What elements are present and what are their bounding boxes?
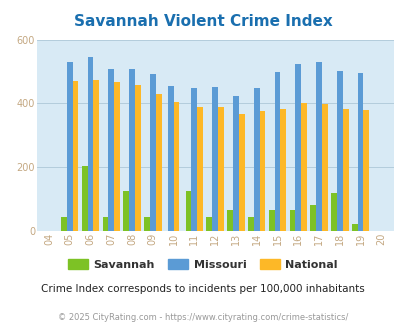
Bar [217, 107, 223, 231]
Bar [289, 210, 294, 231]
Bar [72, 82, 78, 231]
Bar [102, 216, 108, 231]
Bar [149, 74, 156, 231]
Text: © 2025 CityRating.com - https://www.cityrating.com/crime-statistics/: © 2025 CityRating.com - https://www.city… [58, 313, 347, 322]
Bar [247, 216, 253, 231]
Bar [362, 110, 369, 231]
Bar [212, 87, 217, 231]
Bar [227, 210, 232, 231]
Bar [342, 109, 347, 231]
Bar [93, 80, 99, 231]
Bar [336, 71, 342, 231]
Bar [259, 112, 265, 231]
Bar [61, 216, 67, 231]
Bar [253, 88, 259, 231]
Bar [238, 114, 244, 231]
Bar [185, 191, 191, 231]
Bar [309, 205, 315, 231]
Bar [274, 72, 280, 231]
Bar [144, 216, 149, 231]
Bar [357, 73, 362, 231]
Bar [330, 193, 336, 231]
Bar [123, 191, 129, 231]
Bar [135, 85, 141, 231]
Bar [114, 82, 120, 231]
Bar [280, 109, 286, 231]
Text: Savannah Violent Crime Index: Savannah Violent Crime Index [73, 14, 332, 29]
Bar [129, 69, 135, 231]
Legend: Savannah, Missouri, National: Savannah, Missouri, National [64, 255, 341, 274]
Bar [191, 88, 197, 231]
Bar [206, 216, 212, 231]
Bar [301, 103, 306, 231]
Bar [173, 102, 179, 231]
Bar [232, 96, 238, 231]
Bar [351, 224, 357, 231]
Bar [87, 56, 93, 231]
Text: Crime Index corresponds to incidents per 100,000 inhabitants: Crime Index corresponds to incidents per… [41, 284, 364, 294]
Bar [321, 104, 327, 231]
Bar [315, 62, 321, 231]
Bar [82, 166, 87, 231]
Bar [197, 107, 202, 231]
Bar [268, 210, 274, 231]
Bar [156, 94, 161, 231]
Bar [294, 64, 301, 231]
Bar [67, 62, 72, 231]
Bar [108, 69, 114, 231]
Bar [167, 86, 173, 231]
